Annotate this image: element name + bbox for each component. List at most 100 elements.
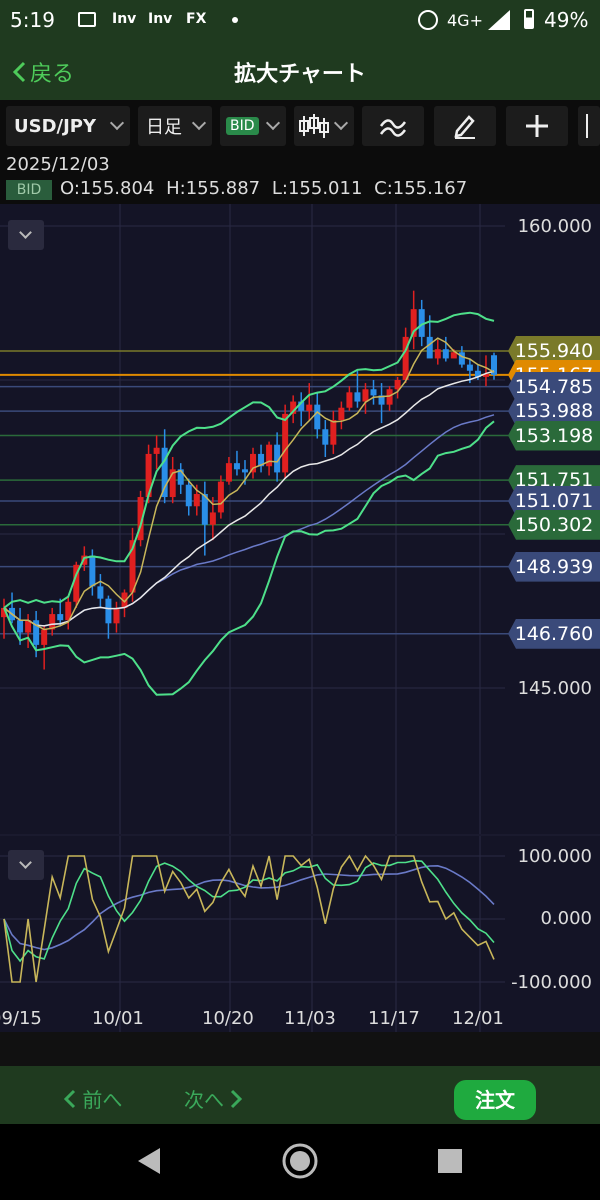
candle-body: [402, 336, 409, 380]
collapse-osc-button[interactable]: [8, 850, 44, 880]
price-type-select[interactable]: BID: [220, 106, 286, 146]
candle-body: [282, 413, 289, 473]
plus-icon: [526, 115, 548, 137]
battery-percent: 49%: [544, 8, 589, 32]
candle-body: [482, 373, 489, 377]
x-tick-label: 10/20: [202, 1008, 254, 1029]
candle-body: [129, 540, 136, 593]
high-value: H:155.887: [166, 178, 261, 199]
chart-type-select[interactable]: [294, 106, 354, 146]
candle-body: [258, 453, 265, 467]
price-level-tag: 153.198: [508, 420, 600, 451]
chevron-down-icon: [19, 856, 32, 869]
candle-body: [314, 404, 321, 430]
candle-body: [153, 447, 160, 454]
fx-notif-icon: FX: [186, 11, 207, 27]
price-type-badge: BID: [226, 117, 259, 135]
candle-body: [434, 349, 441, 359]
spacer: [0, 1032, 600, 1066]
candle-body: [386, 389, 393, 405]
symbol-select[interactable]: USD/JPY: [6, 106, 130, 146]
symbol-label: USD/JPY: [14, 115, 97, 137]
indicator-button[interactable]: [362, 106, 424, 146]
candle-body: [290, 401, 297, 414]
candle-body: [418, 309, 425, 337]
price-chart[interactable]: 160.000 145.000 155.940155.167154.785153…: [0, 204, 600, 834]
candle-body: [442, 349, 449, 359]
candle-body: [169, 469, 176, 498]
chevron-down-icon: [19, 226, 32, 239]
inv-notif-icon: Inv: [148, 11, 173, 27]
more-tools-button[interactable]: [578, 106, 600, 146]
osc-slow-line: [3, 864, 495, 951]
y-tick-label: 160.000: [517, 216, 592, 237]
candle-body: [1, 607, 7, 618]
candle-body: [450, 352, 457, 359]
x-tick-label: 09/15: [0, 1008, 42, 1029]
order-button[interactable]: 注文: [454, 1080, 536, 1120]
open-value: O:155.804: [60, 178, 155, 199]
candle-body: [193, 493, 200, 507]
recents-nav-icon[interactable]: [436, 1147, 464, 1175]
prev-button[interactable]: 前へ: [63, 1084, 123, 1113]
candle-body: [458, 352, 465, 365]
oscillator-svg: [0, 836, 505, 1032]
chevron-down-icon: [109, 115, 125, 131]
osc-tick-label: -100.000: [511, 972, 592, 993]
chevron-down-icon: [265, 115, 281, 131]
candle-body: [306, 404, 313, 411]
low-value: L:155.011: [271, 178, 363, 199]
close-value: C:155.167: [374, 178, 468, 199]
bollinger-upper-line: [3, 311, 495, 609]
period-select[interactable]: 日足: [138, 106, 212, 146]
inv-notif-icon: Inv: [112, 11, 137, 27]
candle-body: [57, 614, 64, 621]
osc-tick-label: 100.000: [517, 846, 592, 867]
dot-icon: [232, 17, 238, 23]
back-nav-icon[interactable]: [134, 1146, 164, 1176]
chevron-right-icon: [231, 1089, 243, 1109]
collapse-main-button[interactable]: [8, 220, 44, 250]
chevron-left-icon: [63, 1089, 76, 1109]
candle-body: [201, 493, 208, 525]
candle-body: [105, 598, 112, 624]
back-button[interactable]: 戻る: [12, 56, 74, 88]
candle-body: [25, 620, 32, 633]
candle-body: [17, 620, 24, 633]
candle-body: [185, 484, 192, 507]
y-tick-label: 145.000: [517, 678, 592, 699]
draw-button[interactable]: [434, 106, 496, 146]
pencil-icon: [454, 115, 475, 139]
osc-tick-label: 0.000: [540, 908, 592, 929]
image-icon: [78, 12, 96, 27]
candle-body: [73, 564, 80, 602]
menu-icon: [586, 114, 592, 138]
next-label: 次へ: [184, 1088, 224, 1112]
chevron-down-icon: [333, 115, 349, 131]
next-button[interactable]: 次へ: [184, 1084, 243, 1113]
prev-label: 前へ: [82, 1088, 123, 1112]
x-tick-label: 11/03: [284, 1008, 336, 1029]
network-label: 4G+: [447, 11, 483, 30]
candle-body: [474, 370, 481, 377]
x-tick-label: 12/01: [452, 1008, 504, 1029]
ohlc-values: O:155.804 H:155.887 L:155.011 C:155.167: [60, 178, 467, 199]
candle-body: [217, 481, 224, 513]
system-nav-bar: [0, 1124, 600, 1200]
candlestick-icon: [299, 114, 329, 138]
candle-body: [81, 555, 88, 565]
status-time: 5:19: [10, 8, 55, 32]
home-nav-icon[interactable]: [280, 1141, 320, 1181]
alarm-icon: [418, 10, 438, 30]
oscillator-chart[interactable]: 100.000 0.000 -100.000: [0, 836, 600, 1032]
candle-date: 2025/12/03: [6, 154, 110, 175]
battery-icon: [524, 9, 534, 29]
crosshair-button[interactable]: [506, 106, 568, 146]
ma-short-line: [3, 337, 495, 631]
candle-body: [346, 392, 353, 408]
candle-body: [426, 336, 433, 359]
candle-body: [338, 407, 345, 421]
candle-body: [89, 555, 96, 587]
app-bar: 戻る 拡大チャート: [0, 40, 600, 100]
candle-body: [121, 592, 128, 608]
